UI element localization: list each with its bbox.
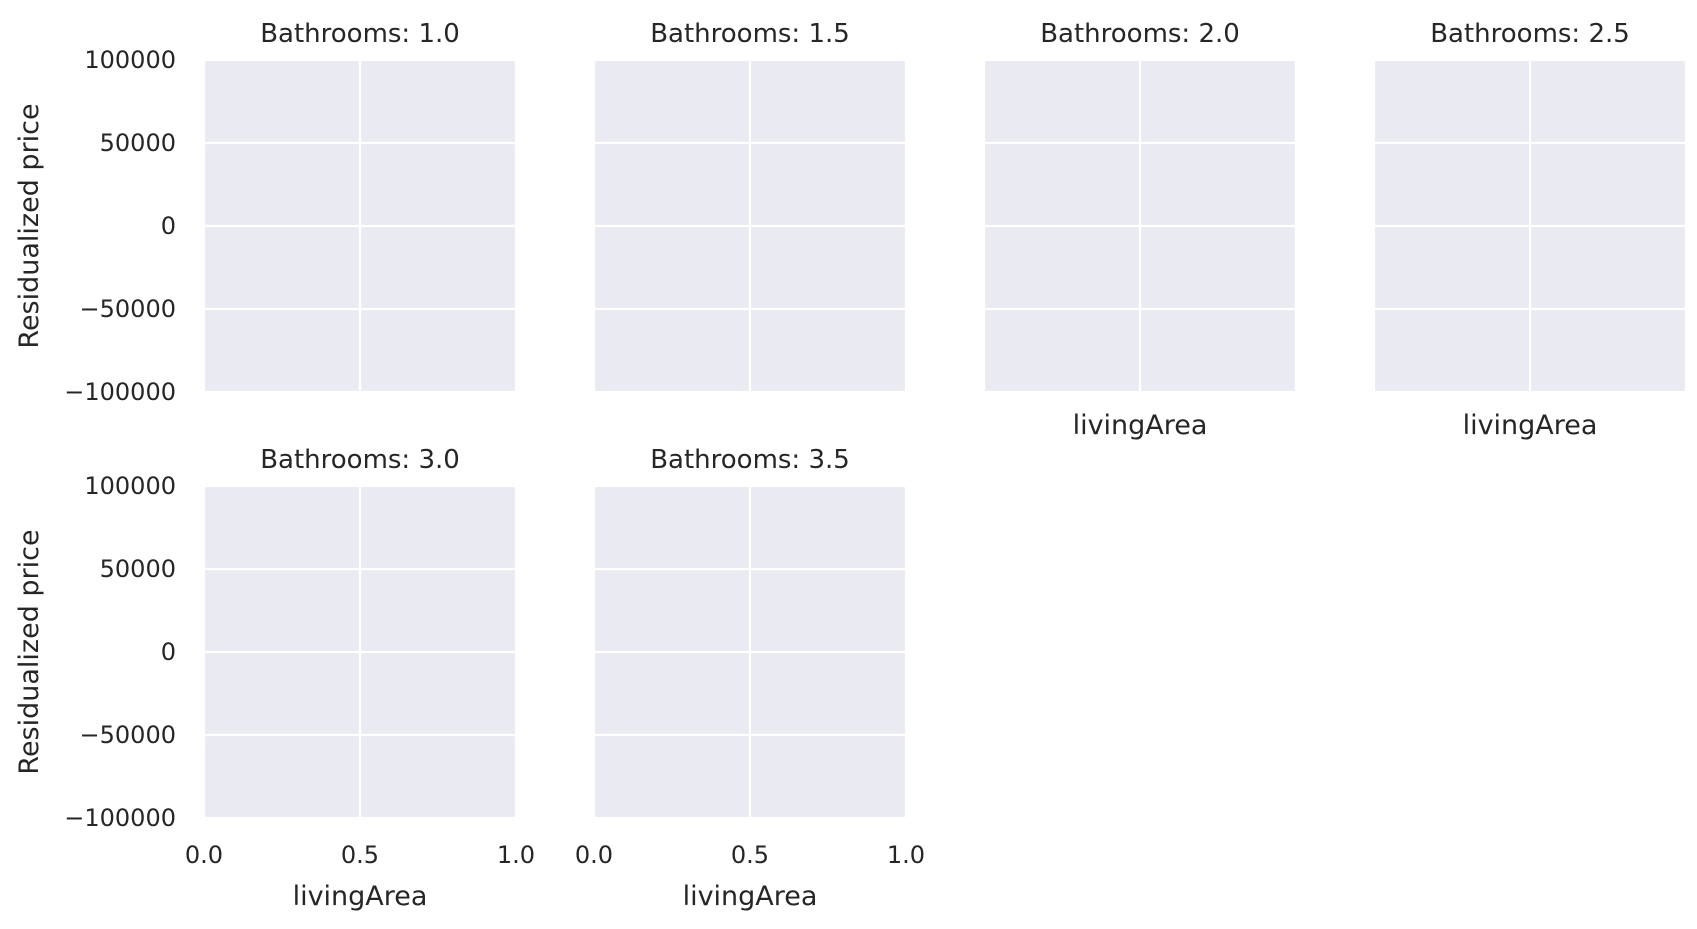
y-tick-label: 100000 <box>84 46 176 74</box>
y-tick-label: 50000 <box>100 555 176 583</box>
y-tick-label: −50000 <box>80 295 176 323</box>
facet-panel-2: Bathrooms: 2.0 livingArea <box>982 19 1298 441</box>
facet-panel-5: Bathrooms: 3.5 0.0 0.5 1.0 livingArea <box>575 445 925 912</box>
facet-panel-1: Bathrooms: 1.5 <box>592 19 908 394</box>
y-tick-label: 50000 <box>100 129 176 157</box>
facet-panel-4: Bathrooms: 3.0 100000 50000 0 −50000 −100000 R… <box>14 445 535 912</box>
y-axis-label: Residualized price <box>14 103 45 348</box>
y-axis-label: Residualized price <box>14 529 45 774</box>
facet-panel-0: Bathrooms: 1.0 100000 50000 0 −50000 −100000 R… <box>14 19 518 406</box>
x-axis-label: livingArea <box>1073 410 1208 441</box>
panel-title: Bathrooms: 2.5 <box>1430 19 1630 49</box>
x-tick-label: 1.0 <box>497 841 535 869</box>
x-tick-label: 0.5 <box>731 841 769 869</box>
panel-title: Bathrooms: 1.5 <box>650 19 850 49</box>
y-tick-label: 0 <box>161 212 176 240</box>
panel-title: Bathrooms: 1.0 <box>260 19 460 49</box>
panel-title: Bathrooms: 3.5 <box>650 445 850 475</box>
y-tick-label: 100000 <box>84 472 176 500</box>
x-tick-label: 0.5 <box>341 841 379 869</box>
x-axis-label: livingArea <box>293 881 428 912</box>
x-tick-label: 1.0 <box>887 841 925 869</box>
y-tick-label: 0 <box>161 638 176 666</box>
x-axis-label: livingArea <box>683 881 818 912</box>
y-tick-label: −100000 <box>64 378 176 406</box>
y-tick-label: −50000 <box>80 721 176 749</box>
x-tick-label: 0.0 <box>185 841 223 869</box>
x-tick-label: 0.0 <box>575 841 613 869</box>
panel-title: Bathrooms: 3.0 <box>260 445 460 475</box>
y-tick-label: −100000 <box>64 804 176 832</box>
facet-panel-3: Bathrooms: 2.5 livingArea <box>1372 19 1688 441</box>
panel-title: Bathrooms: 2.0 <box>1040 19 1240 49</box>
x-axis-label: livingArea <box>1463 410 1598 441</box>
